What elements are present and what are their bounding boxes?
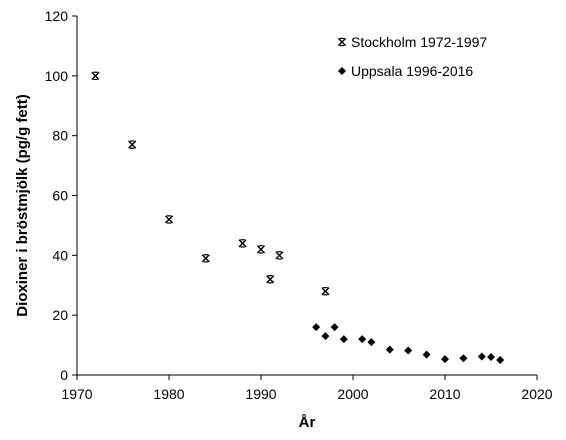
- x-tick-label: 2020: [521, 386, 552, 402]
- legend-label: Stockholm 1972-1997: [351, 34, 487, 50]
- y-tick-label: 60: [52, 188, 68, 204]
- stockholm-point: [321, 287, 330, 296]
- stockholm-point: [266, 275, 275, 284]
- stockholm-point: [164, 215, 174, 224]
- uppsala-point: [404, 346, 413, 355]
- x-tick-label: 2000: [337, 386, 368, 402]
- y-tick-label: 40: [52, 247, 68, 263]
- legend-label: Uppsala 1996-2016: [351, 63, 473, 79]
- uppsala-point: [312, 323, 321, 332]
- x-tick-label: 2010: [429, 386, 460, 402]
- stockholm-point: [91, 71, 100, 81]
- x-tick-label: 1990: [245, 386, 276, 402]
- y-tick-label: 20: [52, 307, 68, 323]
- x-axis-title: År: [299, 414, 316, 431]
- uppsala-point: [367, 338, 376, 347]
- y-axis-title: Dioxiner i bröstmjölk (pg/g fett): [14, 94, 31, 317]
- uppsala-point: [330, 323, 339, 332]
- uppsala-point: [422, 350, 431, 359]
- uppsala-point: [441, 355, 449, 364]
- uppsala-point: [321, 332, 330, 341]
- data-points: [91, 71, 505, 365]
- uppsala-point: [459, 354, 468, 363]
- y-tick-label: 120: [45, 8, 69, 24]
- uppsala-point: [358, 335, 367, 344]
- legend-diamond-icon: [338, 67, 346, 75]
- uppsala-point: [496, 356, 505, 365]
- uppsala-point: [487, 353, 495, 362]
- y-tick-label: 0: [60, 367, 68, 383]
- y-tick-label: 100: [45, 68, 69, 84]
- uppsala-point: [339, 335, 348, 344]
- uppsala-point: [385, 345, 394, 354]
- stockholm-point: [256, 245, 266, 254]
- ticks: 1970 1980 1990 2000 2010 2020 0 20 40 60 80 100 120: [45, 8, 553, 402]
- x-tick-label: 1980: [153, 386, 184, 402]
- y-tick-label: 80: [52, 128, 68, 144]
- legend-star-icon: [337, 37, 347, 47]
- stockholm-point: [128, 140, 137, 149]
- stockholm-point: [275, 251, 284, 260]
- x-tick-label: 1970: [61, 386, 92, 402]
- uppsala-point: [477, 352, 486, 361]
- legend: Stockholm 1972-1997 Uppsala 1996-2016: [337, 34, 487, 79]
- stockholm-point: [238, 239, 247, 248]
- stockholm-point: [201, 254, 210, 263]
